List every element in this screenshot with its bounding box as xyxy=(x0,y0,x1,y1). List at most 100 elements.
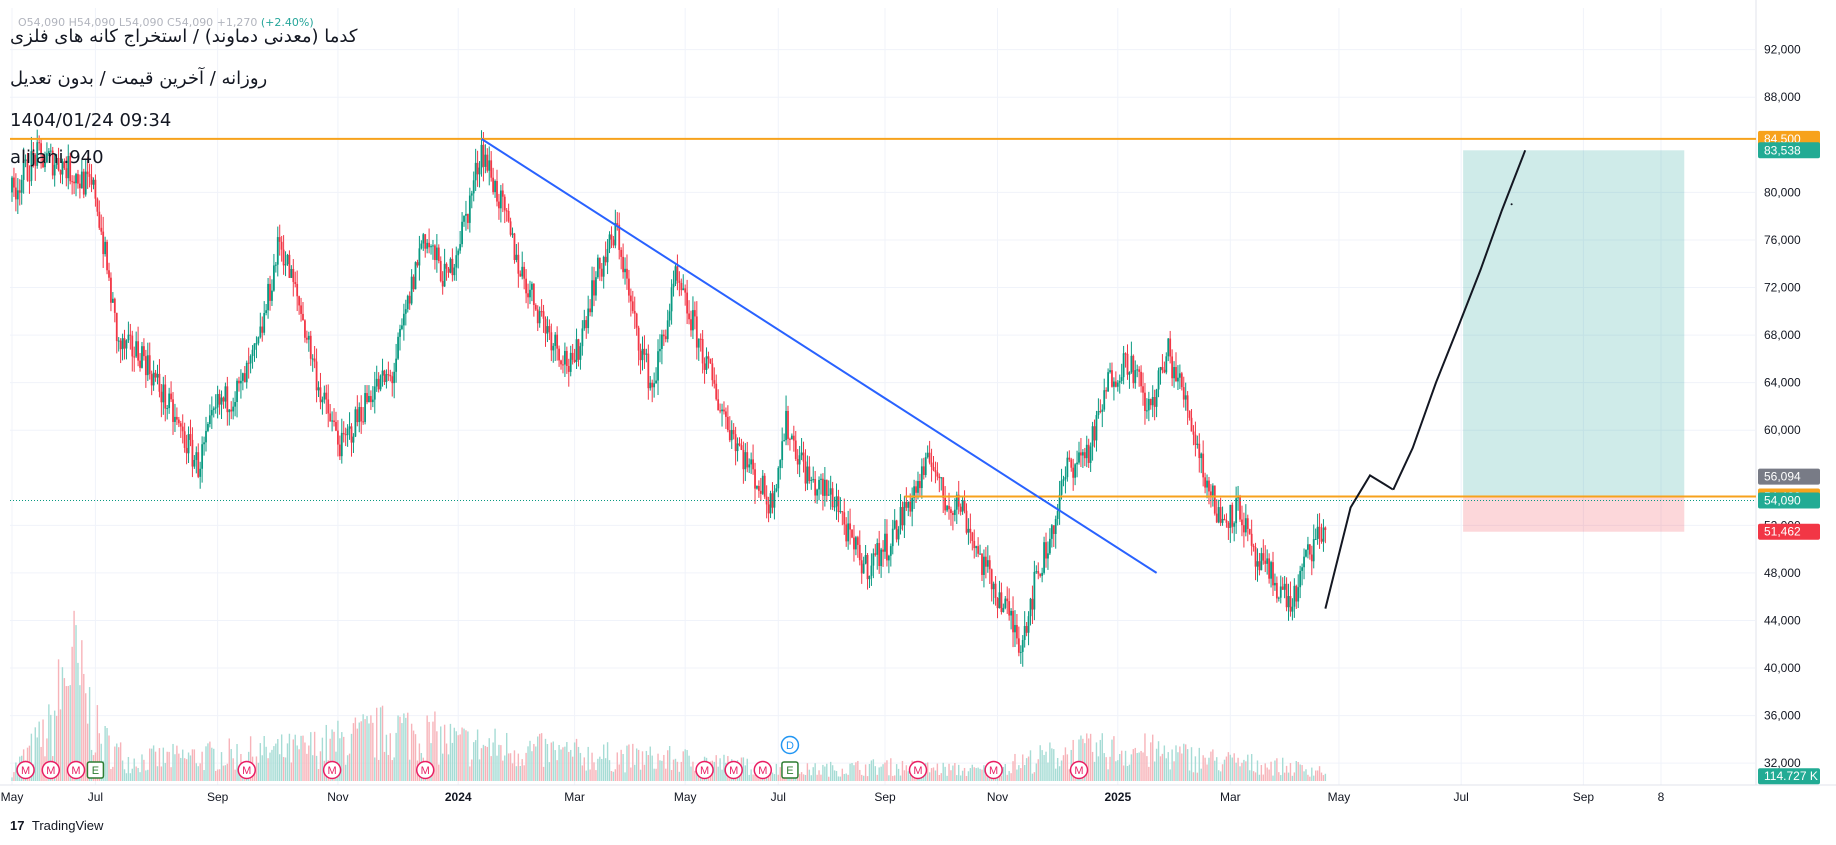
candle-body xyxy=(738,443,741,446)
volume-bar xyxy=(228,738,230,781)
volume-bar xyxy=(1231,757,1233,781)
volume-bar xyxy=(1086,733,1088,781)
volume-bar xyxy=(1322,775,1325,781)
volume-bar xyxy=(374,757,376,781)
volume-bar xyxy=(350,733,353,781)
volume-bar xyxy=(166,751,168,781)
candle-body xyxy=(123,338,126,349)
candle-body xyxy=(271,290,273,301)
volume-bar xyxy=(496,755,498,781)
volume-bar xyxy=(1169,769,1171,781)
candle-body xyxy=(220,397,223,405)
volume-bar xyxy=(352,723,355,781)
candle-body xyxy=(327,399,330,414)
candle-body xyxy=(414,262,417,290)
candle-body xyxy=(1289,596,1292,612)
tradingview-logo[interactable]: 17 TradingView xyxy=(10,818,103,833)
volume-bar xyxy=(585,770,587,781)
volume-bar xyxy=(13,772,15,781)
price-tick-label: 36,000 xyxy=(1764,709,1801,723)
candle-body xyxy=(540,311,543,313)
candle-body xyxy=(129,334,132,336)
volume-bar xyxy=(385,734,388,781)
candle-body xyxy=(1324,527,1327,531)
candle-body xyxy=(542,311,545,319)
volume-bar xyxy=(339,738,341,781)
volume-bar xyxy=(1068,769,1070,781)
candle-body xyxy=(800,452,803,456)
volume-bar xyxy=(42,719,44,781)
volume-bar xyxy=(77,662,79,781)
volume-bar xyxy=(180,757,182,781)
volume-bar xyxy=(608,760,611,781)
candle-body xyxy=(891,528,894,547)
candle-body xyxy=(1198,443,1201,459)
candle-body xyxy=(620,249,623,257)
candle-body xyxy=(1091,426,1094,447)
drawing-lines[interactable] xyxy=(10,137,1756,609)
time-axis[interactable]: May Jul Sep Nov 2024 Mar May Jul Sep Nov 2025 Mar Ma… xyxy=(1,790,1665,804)
candle-body xyxy=(319,387,322,403)
volume-bar xyxy=(1200,768,1202,781)
candle-body xyxy=(426,242,429,249)
candle-body xyxy=(1277,597,1280,599)
volume-bar xyxy=(843,774,845,781)
candle-body xyxy=(24,159,27,161)
candle-body xyxy=(273,265,275,291)
volume-bar xyxy=(319,751,322,781)
candle-body xyxy=(408,295,411,304)
volume-bar xyxy=(1229,754,1232,781)
volume-bar xyxy=(176,745,178,781)
candle-body xyxy=(595,277,597,296)
volume-bar xyxy=(694,770,696,781)
candle-body xyxy=(975,546,978,549)
candle-body xyxy=(1243,525,1245,533)
price-axis[interactable]: 32,00036,00040,00044,00048,00052,00060,0… xyxy=(1764,43,1801,770)
candle-body xyxy=(564,350,566,365)
candle-body xyxy=(664,336,667,340)
volume-bar xyxy=(847,774,849,781)
candle-body xyxy=(255,343,258,345)
volume-bar xyxy=(785,777,787,781)
candle-body xyxy=(1268,558,1271,579)
time-tick-label: Sep xyxy=(207,790,229,804)
volume-bar xyxy=(963,767,966,781)
volume-bar xyxy=(969,768,972,781)
event-markers[interactable]: M M M E M M M M M M E M M MD xyxy=(16,735,1089,780)
volume-bar xyxy=(1025,758,1028,781)
volume-bar xyxy=(639,769,642,781)
time-tick-label: Mar xyxy=(1220,790,1241,804)
volume-bar xyxy=(498,744,500,781)
volume-bar xyxy=(1152,734,1154,781)
candle-body xyxy=(399,328,401,337)
candle-body xyxy=(236,380,238,402)
volume-bar xyxy=(1078,739,1080,781)
candle-body xyxy=(907,501,910,508)
candle-body xyxy=(55,157,58,165)
volume-bar xyxy=(15,762,17,781)
candle-body xyxy=(181,426,184,432)
volume-bar xyxy=(981,769,983,781)
volume-bar xyxy=(663,754,665,781)
candle-body xyxy=(690,319,692,331)
candle-body xyxy=(150,374,153,386)
volume-bar xyxy=(288,733,291,781)
earnings-marker xyxy=(86,761,105,779)
volume-bar xyxy=(1305,769,1307,781)
volume-bar xyxy=(1022,754,1024,781)
candle-body xyxy=(1097,410,1100,416)
long-position-tool[interactable] xyxy=(1463,150,1685,532)
volume-bar xyxy=(158,748,161,781)
candle-body xyxy=(420,243,423,249)
candle-body xyxy=(641,348,644,361)
candle-body xyxy=(911,498,914,512)
candle-body xyxy=(909,501,912,512)
candle-body xyxy=(825,479,828,496)
candle-body xyxy=(1213,485,1216,514)
candle-body xyxy=(371,399,374,403)
candle-body xyxy=(1126,353,1129,375)
candle-body xyxy=(143,346,145,357)
volume-bar xyxy=(1120,750,1123,781)
volume-bar xyxy=(201,751,203,781)
